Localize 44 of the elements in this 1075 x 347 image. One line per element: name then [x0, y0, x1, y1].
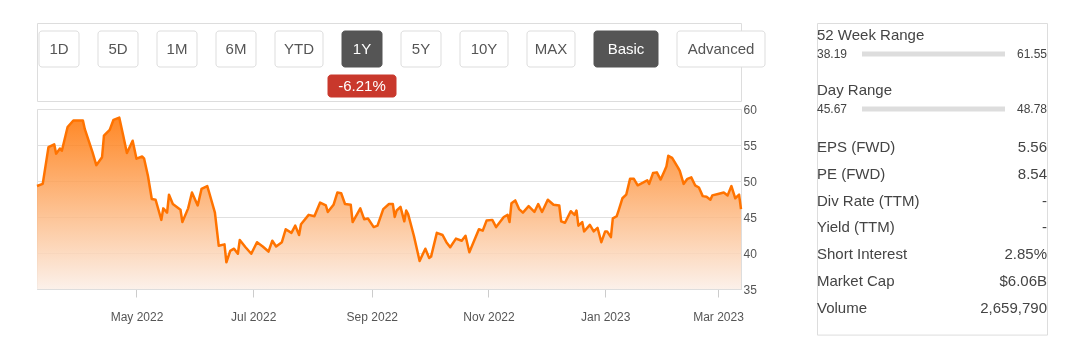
y-tick-label: 35: [743, 282, 758, 297]
x-tick-label: Nov 2022: [463, 309, 515, 324]
text: Short Interest: [817, 245, 908, 263]
x-tick-label: Jan 2023: [580, 309, 631, 324]
x-tick-label: Jul 2022: [230, 309, 277, 324]
text: $6.06B: [999, 272, 1047, 289]
text: 52 Week Range: [817, 26, 925, 43]
text: 5Y: [411, 40, 431, 57]
text: 1M: [166, 40, 188, 57]
text: 61.55: [1016, 47, 1048, 61]
text: 5D: [108, 40, 128, 57]
y-tick-label: 40: [743, 246, 758, 261]
text: Market Cap: [817, 272, 895, 289]
y-tick-label: 50: [743, 174, 758, 189]
text: 38.19: [817, 47, 848, 61]
text: Advanced: [687, 40, 755, 57]
x-tick-label: May 2022: [110, 309, 164, 324]
text: 45.67: [817, 102, 848, 116]
x-tick-label: Mar 2023: [693, 309, 745, 324]
text: MAX: [534, 40, 568, 57]
text: 48.78: [1016, 102, 1048, 116]
text: Yield (TTM): [817, 218, 895, 236]
text: 1Y: [352, 40, 372, 57]
text: 8.54: [1017, 164, 1047, 182]
text: 5.56: [1017, 138, 1047, 155]
text: 10Y: [470, 40, 498, 57]
y-tick-label: 45: [743, 210, 758, 225]
text: 6M: [225, 40, 247, 57]
text: Volume: [817, 298, 868, 316]
text: EPS (FWD): [817, 138, 896, 155]
x-tick-label: Sep 2022: [346, 309, 399, 324]
text: PE (FWD): [817, 164, 886, 182]
text: Div Rate (TTM): [817, 191, 920, 209]
text: 2.85%: [1004, 245, 1047, 263]
text: 1D: [49, 40, 69, 57]
text: Day Range: [817, 81, 893, 98]
y-tick-label: 55: [743, 138, 758, 153]
text: -: [1042, 218, 1047, 236]
text: Basic: [607, 40, 645, 57]
text: -: [1042, 191, 1047, 209]
text: YTD: [284, 40, 315, 57]
text: -6.21%: [338, 77, 386, 94]
text: 2,659,790: [980, 298, 1047, 316]
y-tick-label: 60: [743, 102, 758, 117]
